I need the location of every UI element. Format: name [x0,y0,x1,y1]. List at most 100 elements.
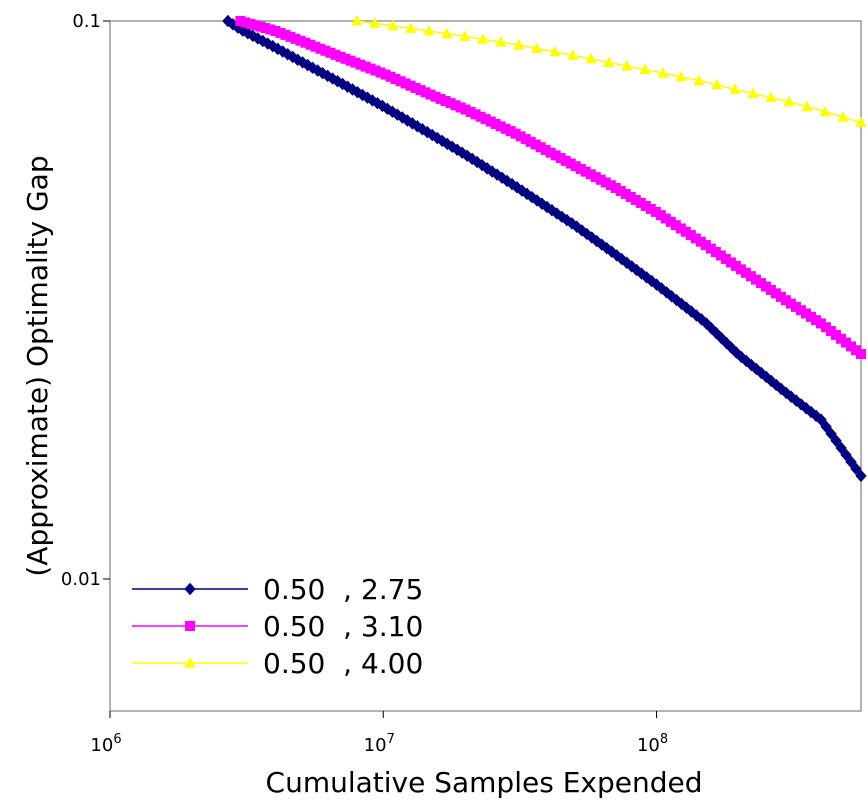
series-1 [222,14,867,483]
data-point [406,117,419,130]
data-point [285,31,296,42]
data-point [445,98,456,109]
data-point [790,301,801,312]
data-point [535,142,546,153]
data-point [830,329,841,340]
data-point [455,102,466,113]
legend-marker [184,657,196,668]
data-point [815,413,827,426]
data-point [345,55,356,66]
data-point [260,23,271,34]
data-point [500,123,511,134]
data-point [545,147,556,158]
data-point [605,180,616,191]
data-point [710,247,721,258]
data-point [450,100,461,111]
data-point [335,51,346,62]
data-point [625,191,636,202]
data-point [606,245,618,259]
data-point [840,448,852,462]
data-point [765,91,777,103]
data-point [670,220,681,231]
data-point [465,106,476,117]
data-point [690,233,701,244]
data-point [405,22,417,33]
data-point [360,61,371,72]
data-point [645,203,656,214]
data-point [675,70,687,82]
data-point [441,27,453,39]
y-tick-label: 0.01 [61,569,101,590]
data-point [650,206,661,217]
data-point [725,257,736,268]
x-tick-label: 106 [90,732,121,756]
data-point [855,469,867,483]
data-point [660,213,671,224]
data-point [540,144,551,155]
data-point [639,63,651,75]
data-point [611,249,623,262]
data-point [855,116,867,127]
data-point [837,111,849,122]
data-point [720,253,731,264]
data-point [810,315,821,326]
data-point [369,17,381,28]
data-point [750,274,761,285]
data-point [520,134,531,145]
data-point [615,185,626,196]
data-point [415,85,426,96]
data-point [635,197,646,208]
data-point [755,278,766,289]
data-point [600,177,611,188]
data-point [729,83,741,94]
data-point [420,87,431,98]
data-point [825,326,836,337]
data-point [780,295,791,306]
data-point [815,318,826,329]
data-point [530,139,541,150]
data-point [270,25,281,36]
data-point [365,63,376,74]
data-point [385,71,396,82]
data-point [590,172,601,183]
data-point [675,223,686,234]
data-point [820,322,831,333]
x-tick-label: 107 [364,732,395,756]
data-point [655,210,666,221]
data-point [595,174,606,185]
data-point [835,333,846,344]
series-layer [222,14,867,483]
data-point [585,52,597,64]
data-point [395,76,406,87]
data-point [621,60,633,71]
data-point [315,43,326,54]
data-point [440,96,451,107]
data-point [470,109,481,120]
data-point [325,47,336,58]
data-point [747,87,759,99]
data-point [240,17,251,28]
data-point [610,182,621,193]
x-axis-title: Cumulative Samples Expended [266,766,703,799]
data-point [685,230,696,241]
data-point [300,37,311,48]
data-point [640,200,651,211]
data-point [580,166,591,177]
data-point [819,105,831,117]
data-point [603,56,615,67]
data-point [845,341,856,352]
data-point [735,264,746,275]
data-point [513,39,525,50]
data-point [850,462,862,476]
data-point [680,226,691,237]
data-point [775,291,786,302]
data-point [820,420,832,433]
legend-item: 0.50 , 4.00 [132,647,423,680]
legend-marker [184,582,196,596]
data-point [783,95,795,107]
data-point [705,243,716,254]
series-3 [351,15,867,127]
data-point [380,69,391,80]
data-point [575,163,586,174]
legend: 0.50 , 2.75 0.50 , 3.10 0.50 , 4.00 [132,573,423,680]
